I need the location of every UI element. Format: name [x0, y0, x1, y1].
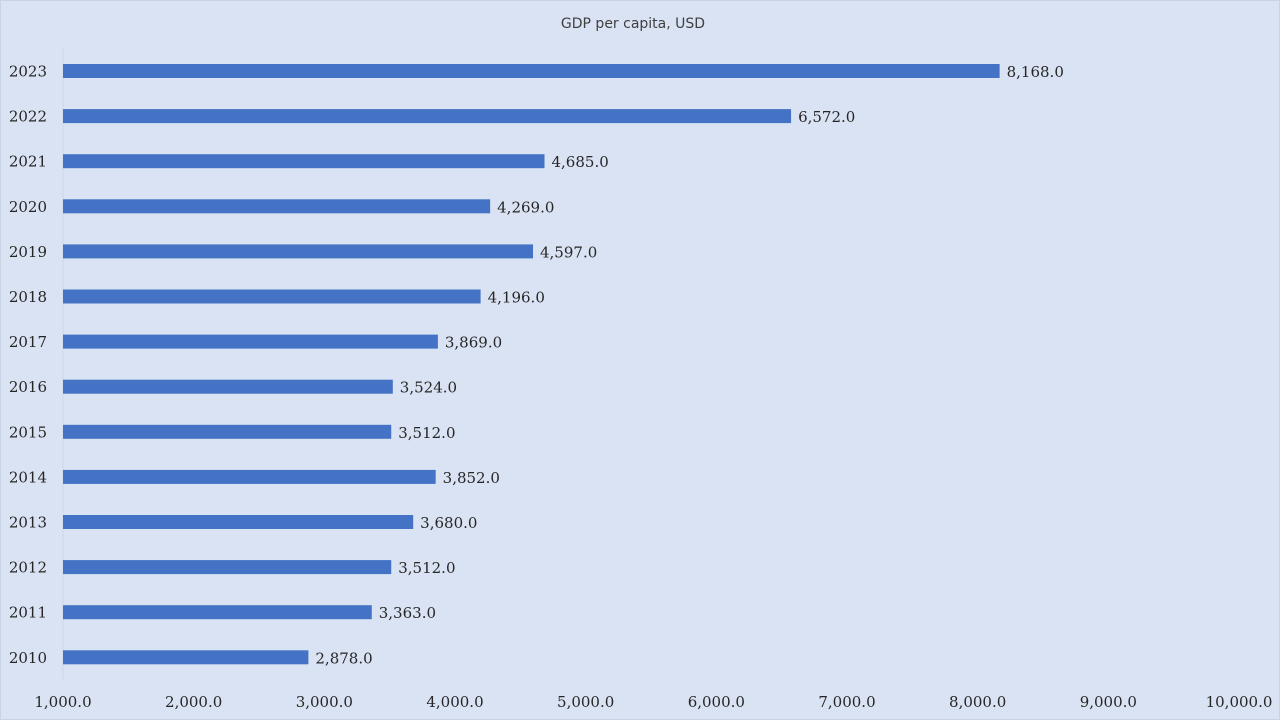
bars-layer	[63, 64, 1000, 665]
x-tick-label-2000: 2,000.0	[165, 693, 222, 711]
data-label-2021: 4,685.0	[552, 153, 609, 171]
category-label-2014: 2014	[9, 468, 47, 486]
bar-2018	[63, 289, 481, 304]
category-labels: 2023 2022 2021 2020 2019 2018 2017 2016 2015 2014…	[9, 63, 47, 667]
data-label-2022: 6,572.0	[798, 108, 855, 126]
bar-2023	[63, 64, 1000, 78]
data-label-2010: 2,878.0	[315, 649, 372, 667]
bar-2012	[63, 560, 392, 575]
data-label-2019: 4,597.0	[540, 243, 597, 261]
category-label-2020: 2020	[9, 198, 47, 216]
bar-2020	[63, 199, 491, 214]
x-tick-label-4000: 4,000.0	[426, 693, 483, 711]
x-tick-labels: 1,000.0 2,000.0 3,000.0 4,000.0 5,000.0 6,000…	[34, 693, 1272, 711]
data-label-2020: 4,269.0	[497, 198, 554, 216]
bar-2015	[63, 424, 392, 439]
data-labels: 8,168.0 6,572.0 4,685.0 4,269.0 4,597.0 4,196…	[315, 63, 1063, 667]
category-label-2018: 2018	[9, 288, 47, 306]
bar-2011	[63, 605, 372, 620]
chart-title: GDP per capita, USD	[561, 16, 705, 32]
bar-2019	[63, 244, 534, 259]
x-tick-label-6000: 6,000.0	[688, 693, 745, 711]
category-label-2022: 2022	[9, 108, 47, 126]
x-tick-label-10000: 10,000.0	[1206, 693, 1273, 711]
category-label-2019: 2019	[9, 243, 47, 261]
category-label-2011: 2011	[9, 604, 47, 622]
data-label-2014: 3,852.0	[443, 469, 500, 487]
category-label-2015: 2015	[9, 423, 47, 441]
bar-2014	[63, 469, 436, 484]
x-tick-label-7000: 7,000.0	[818, 693, 875, 711]
data-label-2023: 8,168.0	[1007, 63, 1064, 81]
x-tick-label-1000: 1,000.0	[34, 693, 91, 711]
bar-2016	[63, 379, 393, 394]
x-tick-label-5000: 5,000.0	[557, 693, 614, 711]
category-label-2016: 2016	[9, 378, 47, 396]
category-label-2012: 2012	[9, 559, 47, 577]
bar-2013	[63, 515, 414, 529]
category-label-2017: 2017	[9, 333, 47, 351]
data-label-2013: 3,680.0	[420, 514, 477, 532]
category-label-2013: 2013	[9, 514, 47, 532]
category-label-2021: 2021	[9, 153, 47, 171]
x-tick-label-8000: 8,000.0	[949, 693, 1006, 711]
category-label-2023: 2023	[9, 63, 47, 81]
data-label-2012: 3,512.0	[398, 559, 455, 577]
data-label-2011: 3,363.0	[379, 604, 436, 622]
category-label-2010: 2010	[9, 649, 47, 667]
bar-2010	[63, 650, 309, 665]
bar-2021	[63, 154, 545, 169]
x-tick-label-9000: 9,000.0	[1080, 693, 1137, 711]
data-label-2018: 4,196.0	[488, 289, 545, 307]
bar-2022	[63, 109, 792, 124]
bar-2017	[63, 334, 438, 349]
x-tick-label-3000: 3,000.0	[296, 693, 353, 711]
data-label-2017: 3,869.0	[445, 334, 502, 352]
data-label-2016: 3,524.0	[400, 379, 457, 397]
data-label-2015: 3,512.0	[398, 424, 455, 442]
